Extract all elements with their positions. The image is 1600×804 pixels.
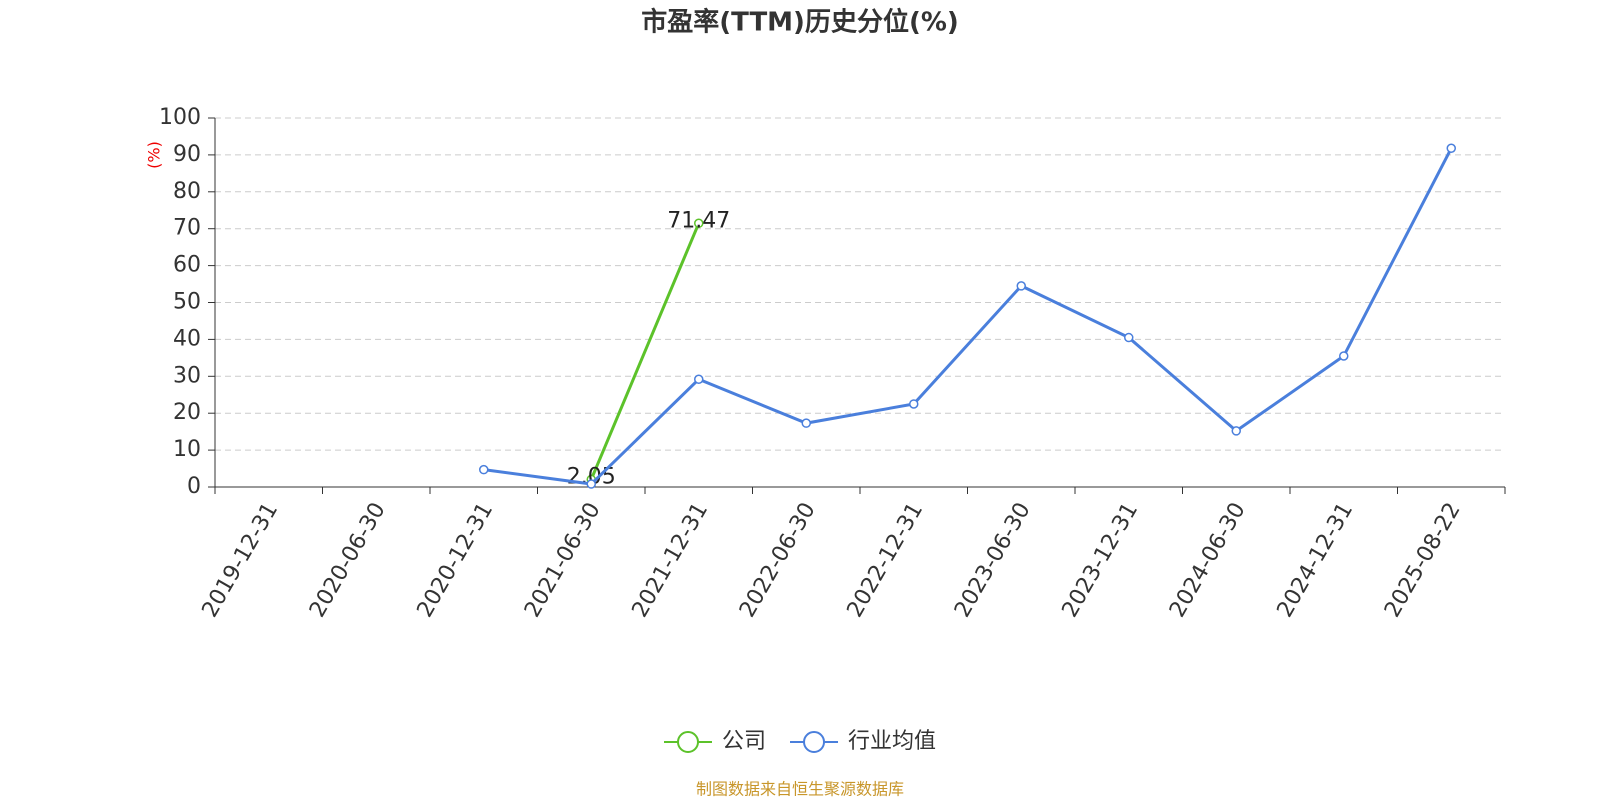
data-point (1446, 143, 1456, 154)
y-tick-label: 40 (173, 326, 201, 351)
x-tick-label: 2021-12-31 (628, 499, 714, 622)
data-point (801, 418, 811, 428)
x-tick-label: 2021-06-30 (520, 499, 606, 622)
legend-label: 行业均值 (848, 729, 936, 754)
data-point (1339, 351, 1349, 361)
y-tick-label: 70 (173, 216, 201, 241)
y-axis-label: (%) (145, 141, 164, 169)
source-note: 制图数据来自恒生聚源数据库 (696, 780, 904, 799)
y-tick-label: 30 (173, 363, 201, 388)
data-point (694, 218, 704, 229)
data-point (1231, 426, 1241, 436)
x-tick-label: 2025-08-22 (1380, 499, 1466, 622)
data-point (586, 479, 596, 489)
chart-title: 市盈率(TTM)历史分位(%) (641, 7, 959, 38)
y-tick-label: 20 (173, 400, 201, 425)
legend-marker (803, 731, 826, 753)
y-tick-label: 50 (173, 290, 201, 315)
x-tick-label: 2024-06-30 (1165, 499, 1251, 622)
series-line (589, 222, 701, 481)
y-tick-label: 0 (187, 474, 201, 499)
x-tick-label: 2022-12-31 (843, 499, 929, 622)
data-point (1016, 281, 1026, 291)
x-tick-label: 2019-12-31 (198, 499, 284, 622)
y-tick-label: 60 (173, 253, 201, 278)
x-tick-label: 2023-12-31 (1058, 499, 1144, 622)
y-tick-label: 10 (173, 437, 201, 462)
x-tick-label: 2023-06-30 (950, 499, 1036, 622)
x-tick-label: 2022-06-30 (735, 499, 821, 622)
data-point (1124, 332, 1134, 343)
data-point (694, 374, 704, 385)
x-tick-label: 2020-06-30 (305, 499, 391, 622)
x-tick-label: 2024-12-31 (1273, 499, 1359, 622)
y-tick-label: 90 (173, 142, 201, 167)
data-point (479, 464, 489, 475)
y-tick-label: 80 (173, 179, 201, 204)
data-point (909, 399, 919, 409)
legend-label: 公司 (722, 729, 766, 754)
data-label: 71.47 (667, 208, 730, 233)
y-tick-label: 100 (159, 105, 201, 130)
x-tick-label: 2020-12-31 (413, 499, 499, 622)
series-line (483, 147, 1453, 486)
legend-marker (677, 731, 699, 753)
